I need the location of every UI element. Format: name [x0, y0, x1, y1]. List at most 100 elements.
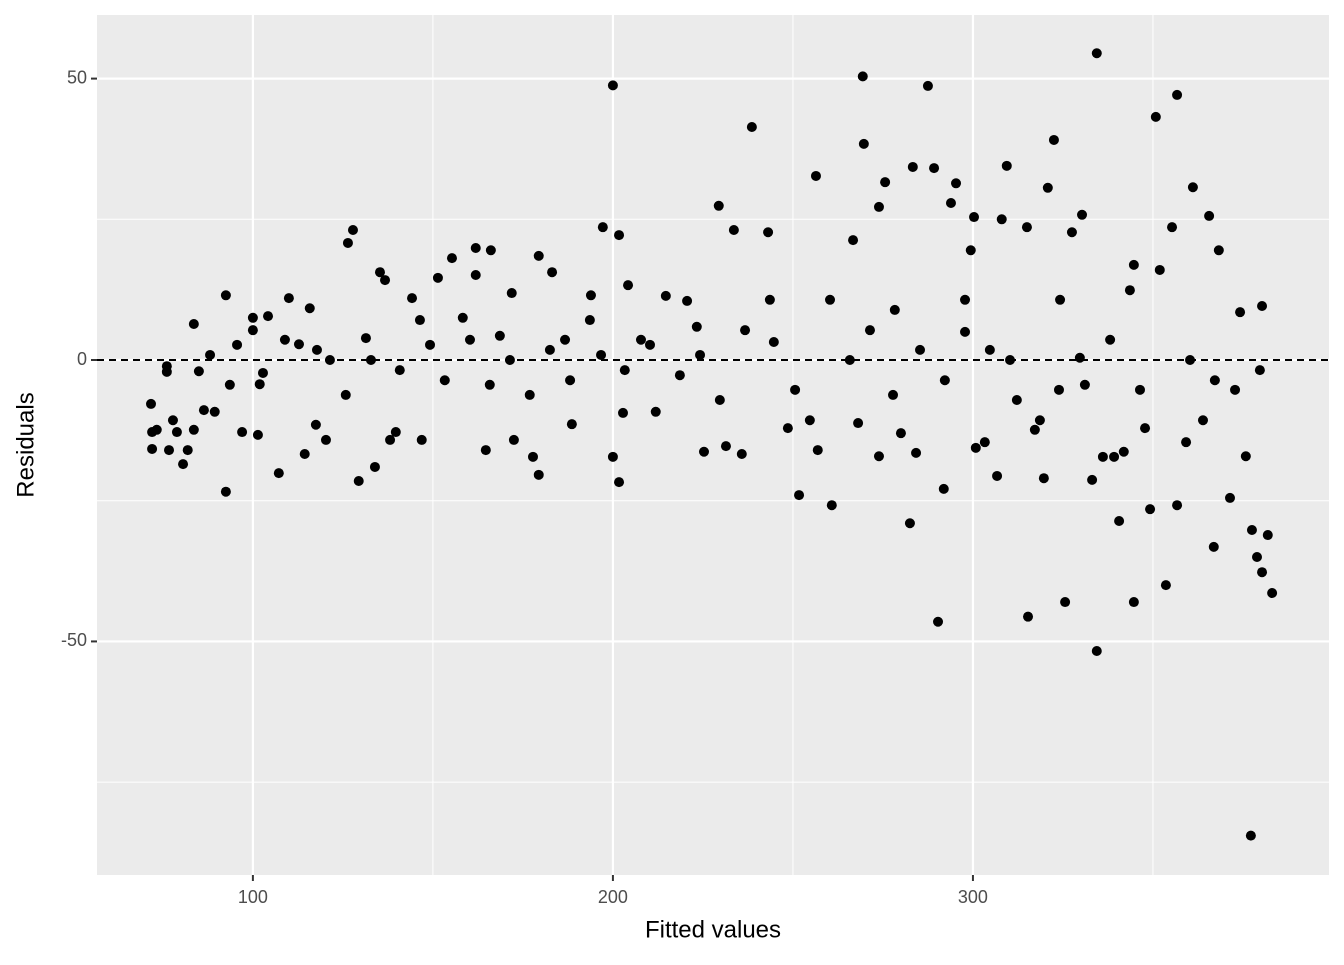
x-tick-label: 300 — [958, 887, 988, 907]
point — [911, 447, 922, 458]
point — [1235, 307, 1246, 318]
point — [1150, 111, 1161, 122]
point — [416, 434, 427, 445]
point — [635, 334, 646, 345]
point — [547, 267, 558, 278]
point — [895, 428, 906, 439]
point — [220, 290, 231, 301]
point — [374, 267, 385, 278]
point — [984, 344, 995, 355]
point — [650, 406, 661, 417]
point — [432, 272, 443, 283]
point — [945, 197, 956, 208]
point — [960, 294, 971, 305]
point — [188, 424, 199, 435]
point — [369, 461, 380, 472]
point — [407, 293, 418, 304]
point — [566, 419, 577, 430]
point — [720, 441, 731, 452]
point — [858, 138, 869, 149]
point — [304, 303, 315, 314]
x-tick-label: 200 — [598, 887, 628, 907]
point — [311, 344, 322, 355]
point — [1074, 352, 1085, 363]
point — [1021, 222, 1032, 233]
point — [907, 161, 918, 172]
point — [617, 407, 628, 418]
point — [1267, 588, 1278, 599]
point — [1091, 645, 1102, 656]
point — [614, 230, 625, 241]
point — [394, 365, 405, 376]
point — [695, 349, 706, 360]
point — [810, 170, 821, 181]
point — [147, 443, 158, 454]
point — [182, 445, 193, 456]
point — [1246, 524, 1257, 535]
point — [390, 427, 401, 438]
point — [585, 290, 596, 301]
point — [1257, 567, 1268, 578]
point — [691, 321, 702, 332]
point — [888, 389, 899, 400]
point — [873, 451, 884, 462]
point — [713, 200, 724, 211]
point — [1087, 474, 1098, 485]
point — [506, 288, 517, 299]
point — [904, 518, 915, 529]
point — [365, 355, 376, 366]
point — [826, 500, 837, 511]
point — [446, 253, 457, 264]
point — [188, 318, 199, 329]
point — [1240, 451, 1251, 462]
point — [857, 71, 868, 82]
point — [607, 451, 618, 462]
point — [736, 449, 747, 460]
point — [714, 394, 725, 405]
point — [283, 293, 294, 304]
point — [1167, 222, 1178, 233]
point — [524, 389, 535, 400]
point — [193, 366, 204, 377]
point — [889, 304, 900, 315]
point — [220, 486, 231, 497]
point — [584, 315, 595, 326]
point — [320, 434, 331, 445]
point — [1128, 259, 1139, 270]
point — [804, 415, 815, 426]
point — [933, 616, 944, 627]
point — [1208, 541, 1219, 552]
point — [1213, 245, 1224, 256]
point — [1172, 500, 1183, 511]
point — [224, 379, 235, 390]
point — [614, 477, 625, 488]
point — [209, 406, 220, 417]
point — [597, 222, 608, 233]
point — [969, 212, 980, 223]
point — [1097, 451, 1108, 462]
point — [533, 469, 544, 480]
point — [996, 214, 1007, 225]
point — [596, 349, 607, 360]
point — [254, 379, 265, 390]
point — [151, 424, 162, 435]
point — [1134, 384, 1145, 395]
point — [1038, 473, 1049, 484]
point — [484, 379, 495, 390]
point — [763, 227, 774, 238]
y-tick-label: -50 — [61, 630, 87, 650]
point — [1128, 597, 1139, 608]
point — [844, 355, 855, 366]
point — [1160, 580, 1171, 591]
point — [1042, 182, 1053, 193]
point — [768, 337, 779, 348]
point — [533, 250, 544, 261]
point — [164, 445, 175, 456]
point — [1055, 294, 1066, 305]
point — [1187, 182, 1198, 193]
point — [340, 389, 351, 400]
point — [812, 445, 823, 456]
point — [740, 325, 751, 336]
point — [565, 375, 576, 386]
point — [790, 384, 801, 395]
